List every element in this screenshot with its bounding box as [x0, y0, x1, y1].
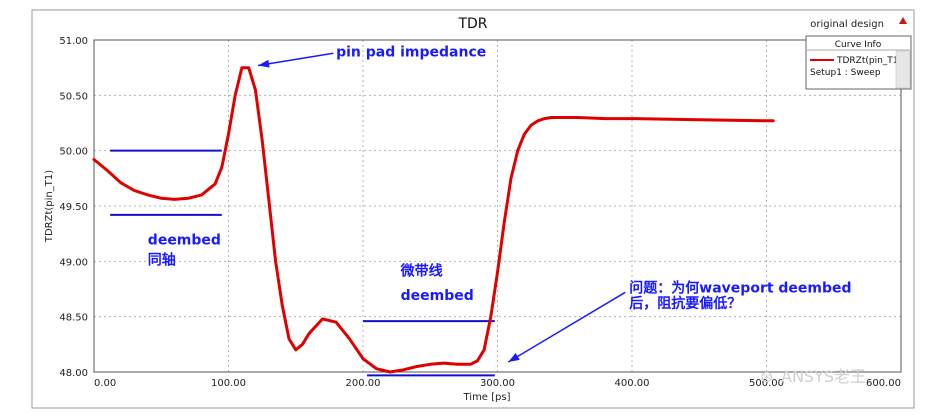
annotation-arrow [507, 291, 626, 363]
legend-scrollbar[interactable] [895, 50, 911, 89]
annotation-label: deembed [401, 288, 474, 304]
x-tick-label: 600.00 [866, 378, 901, 389]
y-tick-label: 48.00 [59, 368, 88, 379]
annotation-arrowhead [258, 59, 270, 68]
annotation-label: deembed [148, 233, 221, 249]
x-tick-label: 100.00 [211, 378, 246, 389]
annotation-label: 同轴 [148, 252, 176, 269]
series-layer [92, 66, 775, 374]
annotation-label: 问题：为何waveport deembed [629, 279, 851, 296]
y-tick-label: 48.50 [59, 313, 88, 324]
legend-setup-label: Setup1 : Sweep [810, 68, 881, 78]
y-tick-label: 50.50 [59, 91, 88, 102]
x-tick-label: 0.00 [94, 378, 116, 389]
y-tick-label: 49.50 [59, 202, 88, 213]
y-tick-label: 50.00 [59, 147, 88, 158]
tick-layer: 0.00 100.00 200.00 300.00 400.00 500.00 600.00… [59, 36, 901, 389]
legend-series-label: TDRZt(pin_T1) [836, 56, 902, 66]
plot-area-border [93, 39, 902, 373]
annotation-arrowhead [508, 352, 520, 363]
legend-frame [805, 35, 912, 90]
watermark-text: ANSYS老王 [781, 367, 866, 386]
annotation-label: 微带线 [400, 263, 443, 280]
annotation-label: pin pad impedance [336, 45, 486, 61]
x-tick-label: 200.00 [346, 378, 381, 389]
x-tick-label: 300.00 [480, 378, 515, 389]
y-axis-label: TDRZt(pin_T1) [44, 170, 55, 243]
chart-title: TDR [457, 16, 487, 32]
legend-title: Curve Info [835, 40, 882, 50]
x-axis-label: Time [ps] [462, 392, 510, 403]
series-line-tdrzt [92, 66, 775, 374]
legend-box[interactable]: Curve Info TDRZt(pin_T1) Setup1 : Sweep [805, 35, 912, 90]
x-tick-label: 500.00 [749, 378, 784, 389]
watermark-logo-icon: ⊛ [760, 367, 773, 386]
arrow-layer [257, 52, 626, 363]
window-border [31, 9, 915, 409]
y-tick-label: 49.00 [59, 257, 88, 268]
collapse-triangle-icon[interactable] [899, 17, 907, 24]
reference-layer [110, 149, 495, 377]
watermark: ⊛ ANSYS老王 [760, 367, 866, 386]
annotation-arrow [257, 52, 334, 67]
x-tick-label: 400.00 [615, 378, 650, 389]
design-label: original design [810, 19, 884, 30]
annotation-label: 后，阻抗要偏低？ [629, 295, 741, 312]
y-tick-label: 51.00 [59, 36, 88, 47]
